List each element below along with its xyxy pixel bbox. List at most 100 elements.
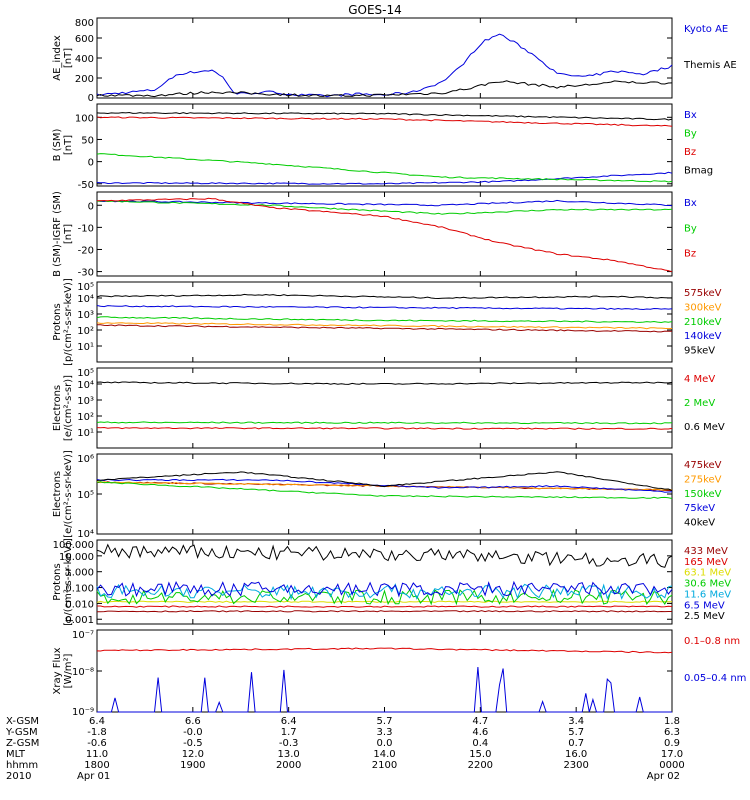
y-tick-label: -30 (78, 268, 94, 279)
series-kyoto-ae (96, 33, 673, 98)
y-tick-label: 10⁵ (77, 490, 94, 501)
panel-frame (96, 17, 673, 99)
y-tick-label: 10⁶ (77, 454, 94, 465)
y-axis-label-line: Protons (52, 303, 63, 340)
y-axis-label-line: AE_index (52, 35, 63, 81)
series-63-1-mev (96, 600, 673, 603)
panel-frame (96, 629, 673, 713)
y-tick-label: 10³ (77, 396, 94, 407)
y-axis-label-line: [nT] (63, 135, 74, 155)
ephemeris-value: 3.4 (568, 716, 584, 727)
legend-entry: 165 MeV (684, 557, 728, 568)
legend-entry: 2 MeV (684, 398, 715, 409)
series-bx (96, 199, 673, 207)
legend-entry: 433 MeV (684, 546, 728, 557)
ephemeris-value: 2100 (372, 760, 397, 771)
series-210kev (96, 316, 673, 324)
x-axis-ephemeris: X-GSMY-GSMZ-GSMMLThhmm20106.4-1.8-0.611.… (5, 716, 685, 782)
ephemeris-value: 1.8 (664, 716, 680, 727)
panel-frame (96, 453, 673, 535)
series-2-mev (96, 421, 673, 425)
series-bz (96, 197, 673, 273)
y-tick-label: -10 (78, 223, 94, 234)
legend-entry: Bx (684, 198, 697, 209)
series-300kev (96, 322, 673, 330)
ephemeris-value: -1.8 (87, 727, 107, 738)
ephemeris-value: 12.0 (182, 749, 204, 760)
ephemeris-row-label: Y-GSM (5, 727, 38, 738)
y-axis-label: B (SM)[nT] (52, 128, 74, 161)
plot-title: GOES-14 (348, 3, 402, 17)
legend-entry: 210keV (684, 317, 722, 328)
y-tick-label: 10⁴ (77, 294, 94, 305)
ephemeris-value: Apr 02 (647, 771, 680, 782)
series-140kev (96, 305, 673, 311)
legend-entry: 140keV (684, 331, 722, 342)
panel-4: 10⁵10⁴10³10²10¹Protons[p/(cm²-s-sr-keV)]… (52, 278, 722, 366)
y-axis-label: Protons[p/(cm²-s-sr-keV)] (52, 538, 74, 626)
ephemeris-value: 5.7 (377, 716, 393, 727)
ephemeris-value: -0.0 (183, 727, 203, 738)
legend-entry: Bz (684, 249, 696, 260)
ephemeris-value: 14.0 (373, 749, 395, 760)
legend-entry: Bz (684, 147, 696, 158)
y-tick-label: 50 (81, 135, 94, 146)
y-tick-label: 100.000 (53, 540, 94, 551)
ephemeris-value: 11.0 (86, 749, 108, 760)
y-tick-label: 10⁻⁷ (72, 630, 94, 641)
panel-frame (96, 281, 673, 363)
y-tick-label: 600 (75, 34, 94, 45)
series-bx (96, 171, 673, 185)
ephemeris-value: 4.7 (472, 716, 488, 727)
legend-entry: Kyoto AE (684, 24, 728, 35)
y-axis-label-line: [nT] (63, 48, 74, 68)
y-tick-label: -50 (78, 180, 94, 191)
ephemeris-row-label: 2010 (6, 771, 31, 782)
y-tick-label: 1.000 (65, 568, 94, 579)
legend-entry: 2.5 MeV (684, 611, 725, 622)
legend-entry: 0.6 MeV (684, 422, 725, 433)
y-axis-label-line: Electrons (52, 385, 63, 431)
ephemeris-value: 15.0 (469, 749, 491, 760)
y-tick-label: 10³ (77, 310, 94, 321)
ephemeris-value: 2000 (276, 760, 301, 771)
legend-entry: Bmag (684, 166, 713, 177)
series-4-mev (96, 426, 673, 430)
y-axis-label: AE_index[nT] (52, 35, 74, 81)
legend-entry: By (684, 129, 697, 140)
y-tick-label: 0 (88, 201, 94, 212)
series-6-5-mev (96, 580, 673, 598)
y-tick-label: 10⁻⁹ (72, 707, 94, 718)
legend-entry: 6.5 MeV (684, 600, 725, 611)
y-tick-label: 10¹ (77, 428, 94, 439)
y-tick-label: 10.000 (59, 552, 94, 563)
panel-frame (96, 103, 673, 187)
series-433-mev (97, 610, 672, 613)
y-axis-label: B (SM)-IGRF (SM)[nT] (52, 191, 74, 277)
legend-entry: Bx (684, 110, 697, 121)
y-tick-label: 0.010 (65, 599, 94, 610)
ephemeris-value: 0.0 (377, 738, 393, 749)
y-tick-label: 10⁵ (77, 368, 94, 379)
series-165-mev (97, 605, 673, 608)
series-150kev (96, 481, 673, 499)
series-575kev (97, 324, 673, 333)
y-axis-label: Electrons[e/(cm²-s-sr)] (52, 375, 74, 441)
ephemeris-value: 17.0 (661, 749, 683, 760)
y-axis-label-line: Xray Flux (52, 647, 63, 694)
legend-entry: 63.1 MeV (684, 568, 731, 579)
panel-frame (96, 367, 673, 449)
ephemeris-value: 1.7 (281, 727, 297, 738)
ephemeris-value: 6.6 (185, 716, 201, 727)
y-axis-label-line: Electrons (52, 471, 63, 517)
y-tick-label: 0.001 (65, 615, 94, 626)
series-themis-ae (96, 80, 673, 98)
y-tick-label: 10² (77, 326, 94, 337)
legend-entry: 275keV (684, 474, 722, 485)
legend-entry: 40keV (684, 518, 715, 529)
y-axis-label-line: B (SM) (52, 128, 63, 161)
legend-entry: 150keV (684, 489, 722, 500)
y-tick-label: 200 (75, 74, 94, 85)
y-tick-label: 100 (75, 113, 94, 124)
